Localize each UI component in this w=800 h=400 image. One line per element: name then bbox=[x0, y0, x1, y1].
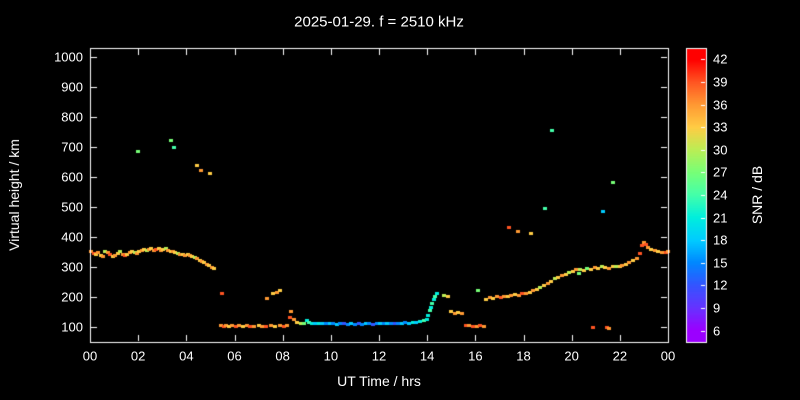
x-tick-label: 18 bbox=[516, 348, 531, 364]
x-tick-label: 22 bbox=[612, 348, 628, 364]
x-tick-label: 14 bbox=[419, 348, 435, 364]
x-tick-label: 04 bbox=[179, 348, 194, 364]
x-tick-label: 00 bbox=[82, 348, 98, 364]
chart-title: 2025-01-29. f = 2510 kHz bbox=[294, 13, 464, 31]
colorbar-tick-label: 9 bbox=[713, 300, 721, 316]
x-tick-label: 12 bbox=[371, 348, 387, 364]
colorbar-tick-label: 6 bbox=[713, 323, 721, 339]
colorbar-tick-label: 39 bbox=[713, 74, 728, 90]
colorbar-tick-label: 18 bbox=[713, 232, 728, 248]
y-tick-label: 500 bbox=[61, 199, 83, 215]
colorbar-tick-label: 36 bbox=[713, 97, 728, 113]
colorbar-tick-label: 12 bbox=[713, 277, 728, 293]
y-tick-label: 100 bbox=[61, 319, 83, 335]
x-tick-label: 08 bbox=[275, 348, 290, 364]
colorbar-tick-label: 24 bbox=[713, 187, 728, 203]
x-axis-label: UT Time / hrs bbox=[337, 373, 421, 389]
colorbar-label: SNR / dB bbox=[749, 165, 765, 225]
colorbar-tick-label: 21 bbox=[713, 210, 728, 226]
x-tick-label: 10 bbox=[323, 348, 339, 364]
colorbar-tick-label: 42 bbox=[713, 51, 728, 67]
x-tick-label: 00 bbox=[660, 348, 676, 364]
y-tick-label: 1000 bbox=[54, 49, 83, 65]
y-tick-label: 800 bbox=[61, 109, 83, 125]
x-tick-label: 16 bbox=[468, 348, 483, 364]
y-tick-label: 900 bbox=[61, 79, 83, 95]
colorbar-tick-label: 30 bbox=[713, 142, 728, 158]
x-tick-label: 20 bbox=[564, 348, 579, 364]
y-tick-label: 400 bbox=[61, 229, 83, 245]
colorbar-tick-label: 33 bbox=[713, 119, 728, 135]
y-axis-label: Virtual height / km bbox=[6, 139, 22, 251]
y-tick-label: 300 bbox=[61, 259, 83, 275]
x-tick-label: 02 bbox=[130, 348, 146, 364]
colorbar-tick-label: 27 bbox=[713, 164, 728, 180]
y-tick-label: 200 bbox=[61, 289, 83, 305]
x-tick-label: 06 bbox=[227, 348, 242, 364]
colorbar-tick-label: 15 bbox=[713, 255, 728, 271]
y-tick-label: 700 bbox=[61, 139, 83, 155]
y-tick-label: 600 bbox=[61, 169, 83, 185]
